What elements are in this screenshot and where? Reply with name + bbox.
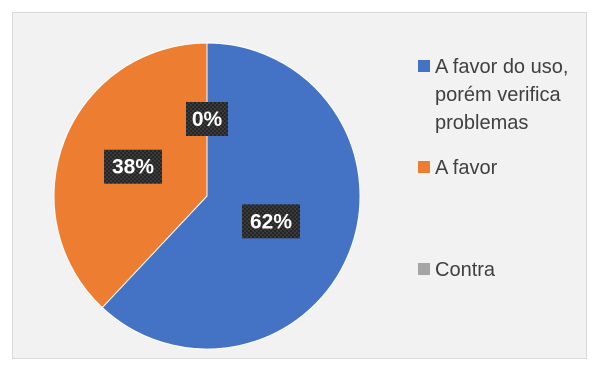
legend-label: problemas (435, 112, 528, 134)
legend-item-contra: Contra (418, 259, 496, 281)
data-label-box (186, 102, 228, 136)
data-label-text: 62% (250, 210, 292, 233)
data-label-contra: 0% (186, 102, 228, 136)
pie-slices (53, 42, 361, 350)
legend-label: A favor do uso, (435, 56, 568, 78)
legend: A favor do uso,porém verificaproblemasA … (418, 56, 568, 281)
legend-label: porém verifica (435, 84, 561, 106)
legend-swatch (418, 161, 430, 173)
legend-swatch (418, 60, 430, 72)
legend-item-a-favor: A favor (418, 157, 498, 179)
data-label-text: 38% (112, 156, 154, 179)
pie-slice-a-favor-do-uso (101, 42, 361, 350)
legend-item-a-favor-do-uso: A favor do uso, porém verifica problemas (418, 56, 568, 134)
legend-swatch (418, 263, 430, 275)
data-label-text: 0% (192, 108, 223, 131)
data-label-box (104, 149, 163, 184)
data-label-a-favor: 38% (104, 149, 163, 184)
data-label-box (242, 204, 301, 239)
data-label-a-favor-do-uso: 62% (242, 204, 301, 239)
legend-label: A favor (435, 157, 498, 179)
legend-label: Contra (435, 259, 496, 281)
pie-data-labels: 62% 38% 0% (104, 102, 301, 239)
